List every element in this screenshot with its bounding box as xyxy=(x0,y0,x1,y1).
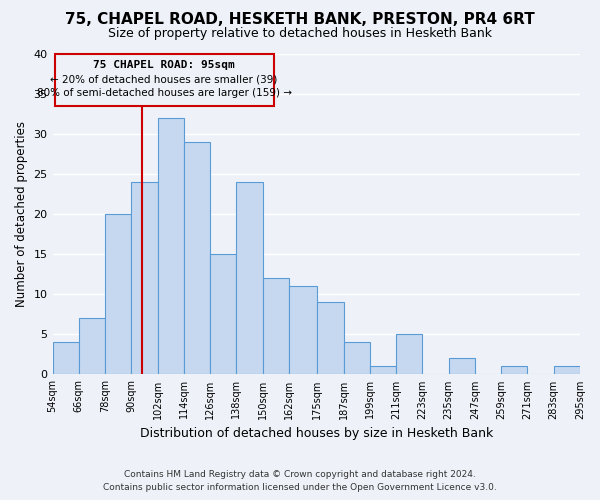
Bar xyxy=(55,54,274,106)
Bar xyxy=(554,366,580,374)
Bar xyxy=(263,278,289,374)
Bar xyxy=(184,142,210,374)
Bar xyxy=(131,182,158,374)
Bar xyxy=(53,342,79,374)
Text: 75 CHAPEL ROAD: 95sqm: 75 CHAPEL ROAD: 95sqm xyxy=(93,60,235,70)
Bar xyxy=(236,182,263,374)
Bar xyxy=(79,318,105,374)
Text: ← 20% of detached houses are smaller (39): ← 20% of detached houses are smaller (39… xyxy=(50,74,278,84)
X-axis label: Distribution of detached houses by size in Hesketh Bank: Distribution of detached houses by size … xyxy=(140,427,493,440)
Bar xyxy=(396,334,422,374)
Text: 80% of semi-detached houses are larger (159) →: 80% of semi-detached houses are larger (… xyxy=(37,88,292,98)
Text: Contains HM Land Registry data © Crown copyright and database right 2024.
Contai: Contains HM Land Registry data © Crown c… xyxy=(103,470,497,492)
Bar xyxy=(370,366,396,374)
Text: 75, CHAPEL ROAD, HESKETH BANK, PRESTON, PR4 6RT: 75, CHAPEL ROAD, HESKETH BANK, PRESTON, … xyxy=(65,12,535,28)
Bar xyxy=(449,358,475,374)
Bar xyxy=(210,254,236,374)
Bar xyxy=(501,366,527,374)
Bar xyxy=(289,286,317,374)
Text: Size of property relative to detached houses in Hesketh Bank: Size of property relative to detached ho… xyxy=(108,28,492,40)
Bar xyxy=(105,214,131,374)
Bar xyxy=(317,302,344,374)
Bar xyxy=(344,342,370,374)
Y-axis label: Number of detached properties: Number of detached properties xyxy=(15,121,28,307)
Bar xyxy=(158,118,184,374)
